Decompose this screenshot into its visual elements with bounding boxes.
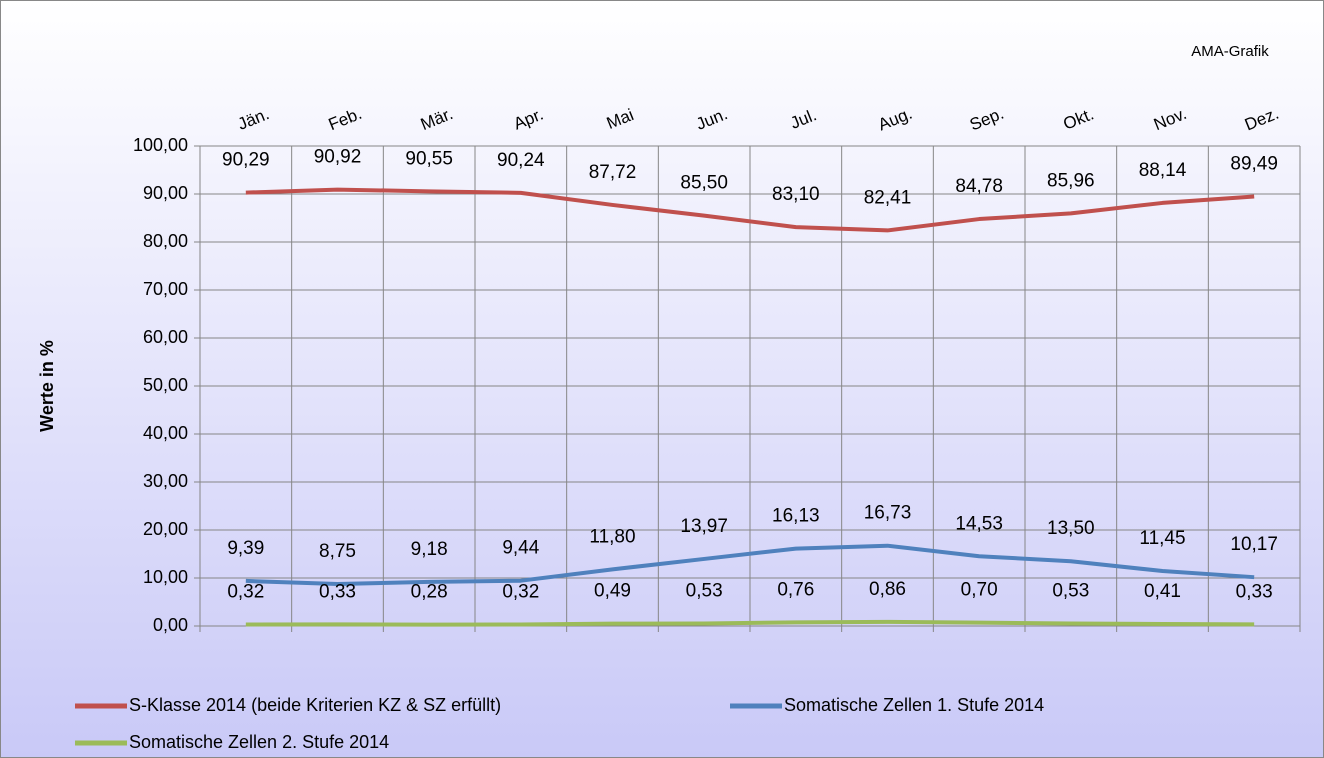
data-label: 10,17 — [1230, 534, 1278, 555]
data-label: 0,33 — [1236, 581, 1273, 602]
data-label: 0,76 — [777, 579, 814, 600]
data-label: 9,44 — [502, 538, 539, 559]
data-label: 16,73 — [864, 503, 912, 524]
data-label: 9,39 — [227, 538, 264, 559]
data-label: 0,53 — [686, 580, 723, 601]
data-label: 0,86 — [869, 579, 906, 600]
data-label: 82,41 — [864, 187, 912, 208]
data-label: 13,50 — [1047, 518, 1095, 539]
y-tick-label: 40,00 — [143, 423, 188, 443]
data-label: 0,49 — [594, 581, 631, 602]
data-label: 0,32 — [227, 581, 264, 602]
data-label: 84,78 — [955, 176, 1003, 197]
data-label: 16,13 — [772, 506, 820, 527]
data-label: 85,50 — [680, 173, 728, 194]
data-label: 0,41 — [1144, 581, 1181, 602]
y-tick-label: 80,00 — [143, 231, 188, 251]
data-label: 90,24 — [497, 150, 545, 171]
series-line — [245, 619, 1255, 627]
data-label: 11,80 — [589, 526, 635, 547]
data-label: 87,72 — [589, 162, 637, 183]
data-label: 9,18 — [411, 539, 448, 560]
legend-label: Somatische Zellen 1. Stufe 2014 — [784, 695, 1044, 715]
legend-label: S-Klasse 2014 (beide Kriterien KZ & SZ e… — [129, 695, 501, 715]
data-label: 13,97 — [680, 516, 728, 537]
data-label: 89,49 — [1230, 153, 1278, 174]
data-label: 85,96 — [1047, 170, 1095, 191]
data-label: 0,33 — [319, 581, 356, 602]
series-line — [245, 187, 1255, 233]
data-label: 90,55 — [405, 148, 453, 169]
data-label: 88,14 — [1139, 160, 1187, 181]
y-tick-label: 100,00 — [133, 135, 188, 155]
y-axis-title: Werte in % — [37, 340, 57, 432]
series-line — [245, 543, 1255, 586]
data-label: 14,53 — [955, 513, 1003, 534]
y-tick-label: 50,00 — [143, 375, 188, 395]
legend-label: Somatische Zellen 2. Stufe 2014 — [129, 732, 389, 752]
y-tick-label: 0,00 — [153, 615, 188, 635]
data-label: 0,53 — [1052, 580, 1089, 601]
y-tick-label: 30,00 — [143, 471, 188, 491]
y-tick-label: 60,00 — [143, 327, 188, 347]
y-tick-label: 10,00 — [143, 567, 188, 587]
data-label: 11,45 — [1139, 528, 1185, 549]
y-tick-label: 70,00 — [143, 279, 188, 299]
data-label: 8,75 — [319, 541, 356, 562]
annotation: AMA-Grafik — [1191, 43, 1269, 60]
y-tick-label: 20,00 — [143, 519, 188, 539]
data-label: 0,70 — [961, 580, 998, 601]
data-label: 90,92 — [314, 147, 362, 168]
data-label: 0,28 — [411, 582, 448, 603]
y-tick-label: 90,00 — [143, 183, 188, 203]
data-label: 0,32 — [502, 581, 539, 602]
data-label: 83,10 — [772, 184, 820, 205]
data-label: 90,29 — [222, 150, 270, 171]
